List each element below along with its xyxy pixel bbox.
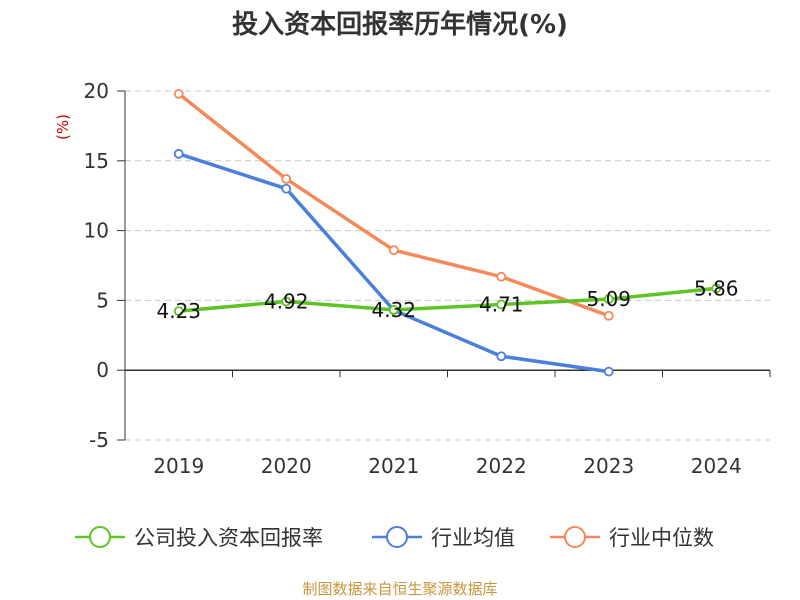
data-point <box>496 271 507 282</box>
data-point <box>173 306 184 317</box>
y-tick-label: 20 <box>84 79 109 103</box>
data-point <box>496 299 507 310</box>
data-point <box>281 183 292 194</box>
legend: 公司投入资本回报率 行业均值 行业中位数 <box>75 526 714 550</box>
data-point <box>603 310 614 321</box>
chart-title: 投入资本回报率历年情况(%) <box>232 9 568 40</box>
data-point <box>173 88 184 99</box>
y-axis-label: (%) <box>54 114 72 140</box>
source-note: 制图数据来自恒生聚源数据库 <box>302 580 497 598</box>
data-label: 4.23 <box>156 299 201 323</box>
data-labels: 4.23 4.92 4.32 4.71 5.09 5.86 <box>156 276 738 323</box>
data-point <box>281 174 292 184</box>
y-tick-label: 10 <box>84 219 109 243</box>
legend-label: 公司投入资本回报率 <box>134 526 323 550</box>
axes: -5 0 5 10 15 20 2019 2020 2021 2022 2023 2024 <box>84 79 771 478</box>
data-point <box>603 294 614 305</box>
series-line-2 <box>177 92 610 318</box>
data-point <box>496 351 507 362</box>
y-tick-label: 5 <box>96 288 109 312</box>
series-line-0 <box>178 286 717 313</box>
x-tick-label: 2024 <box>691 454 742 478</box>
data-label: 4.92 <box>264 290 309 314</box>
y-tick-label: -5 <box>89 428 109 452</box>
data-label: 4.71 <box>479 292 524 316</box>
legend-marker <box>386 526 408 548</box>
data-point <box>173 148 184 159</box>
legend-label: 行业均值 <box>431 526 515 550</box>
series-line-1 <box>178 152 609 374</box>
data-label: 5.09 <box>586 287 631 311</box>
x-tick-label: 2019 <box>153 454 204 478</box>
series-lines <box>173 88 722 377</box>
data-point <box>603 366 614 377</box>
y-tick-label: 0 <box>96 358 109 382</box>
legend-marker <box>89 526 111 548</box>
data-point <box>388 245 399 256</box>
data-point <box>281 296 292 307</box>
x-tick-label: 2020 <box>261 454 312 478</box>
y-tick-label: 15 <box>84 149 109 173</box>
x-tick-label: 2021 <box>368 454 419 478</box>
x-tick-label: 2023 <box>583 454 634 478</box>
legend-marker <box>564 526 586 548</box>
grid-lines <box>125 90 770 441</box>
data-label: 4.32 <box>371 298 416 322</box>
data-label: 5.86 <box>694 276 739 300</box>
data-point <box>711 283 722 294</box>
data-point <box>388 304 399 315</box>
x-tick-label: 2022 <box>476 454 527 478</box>
legend-label: 行业中位数 <box>609 526 714 550</box>
